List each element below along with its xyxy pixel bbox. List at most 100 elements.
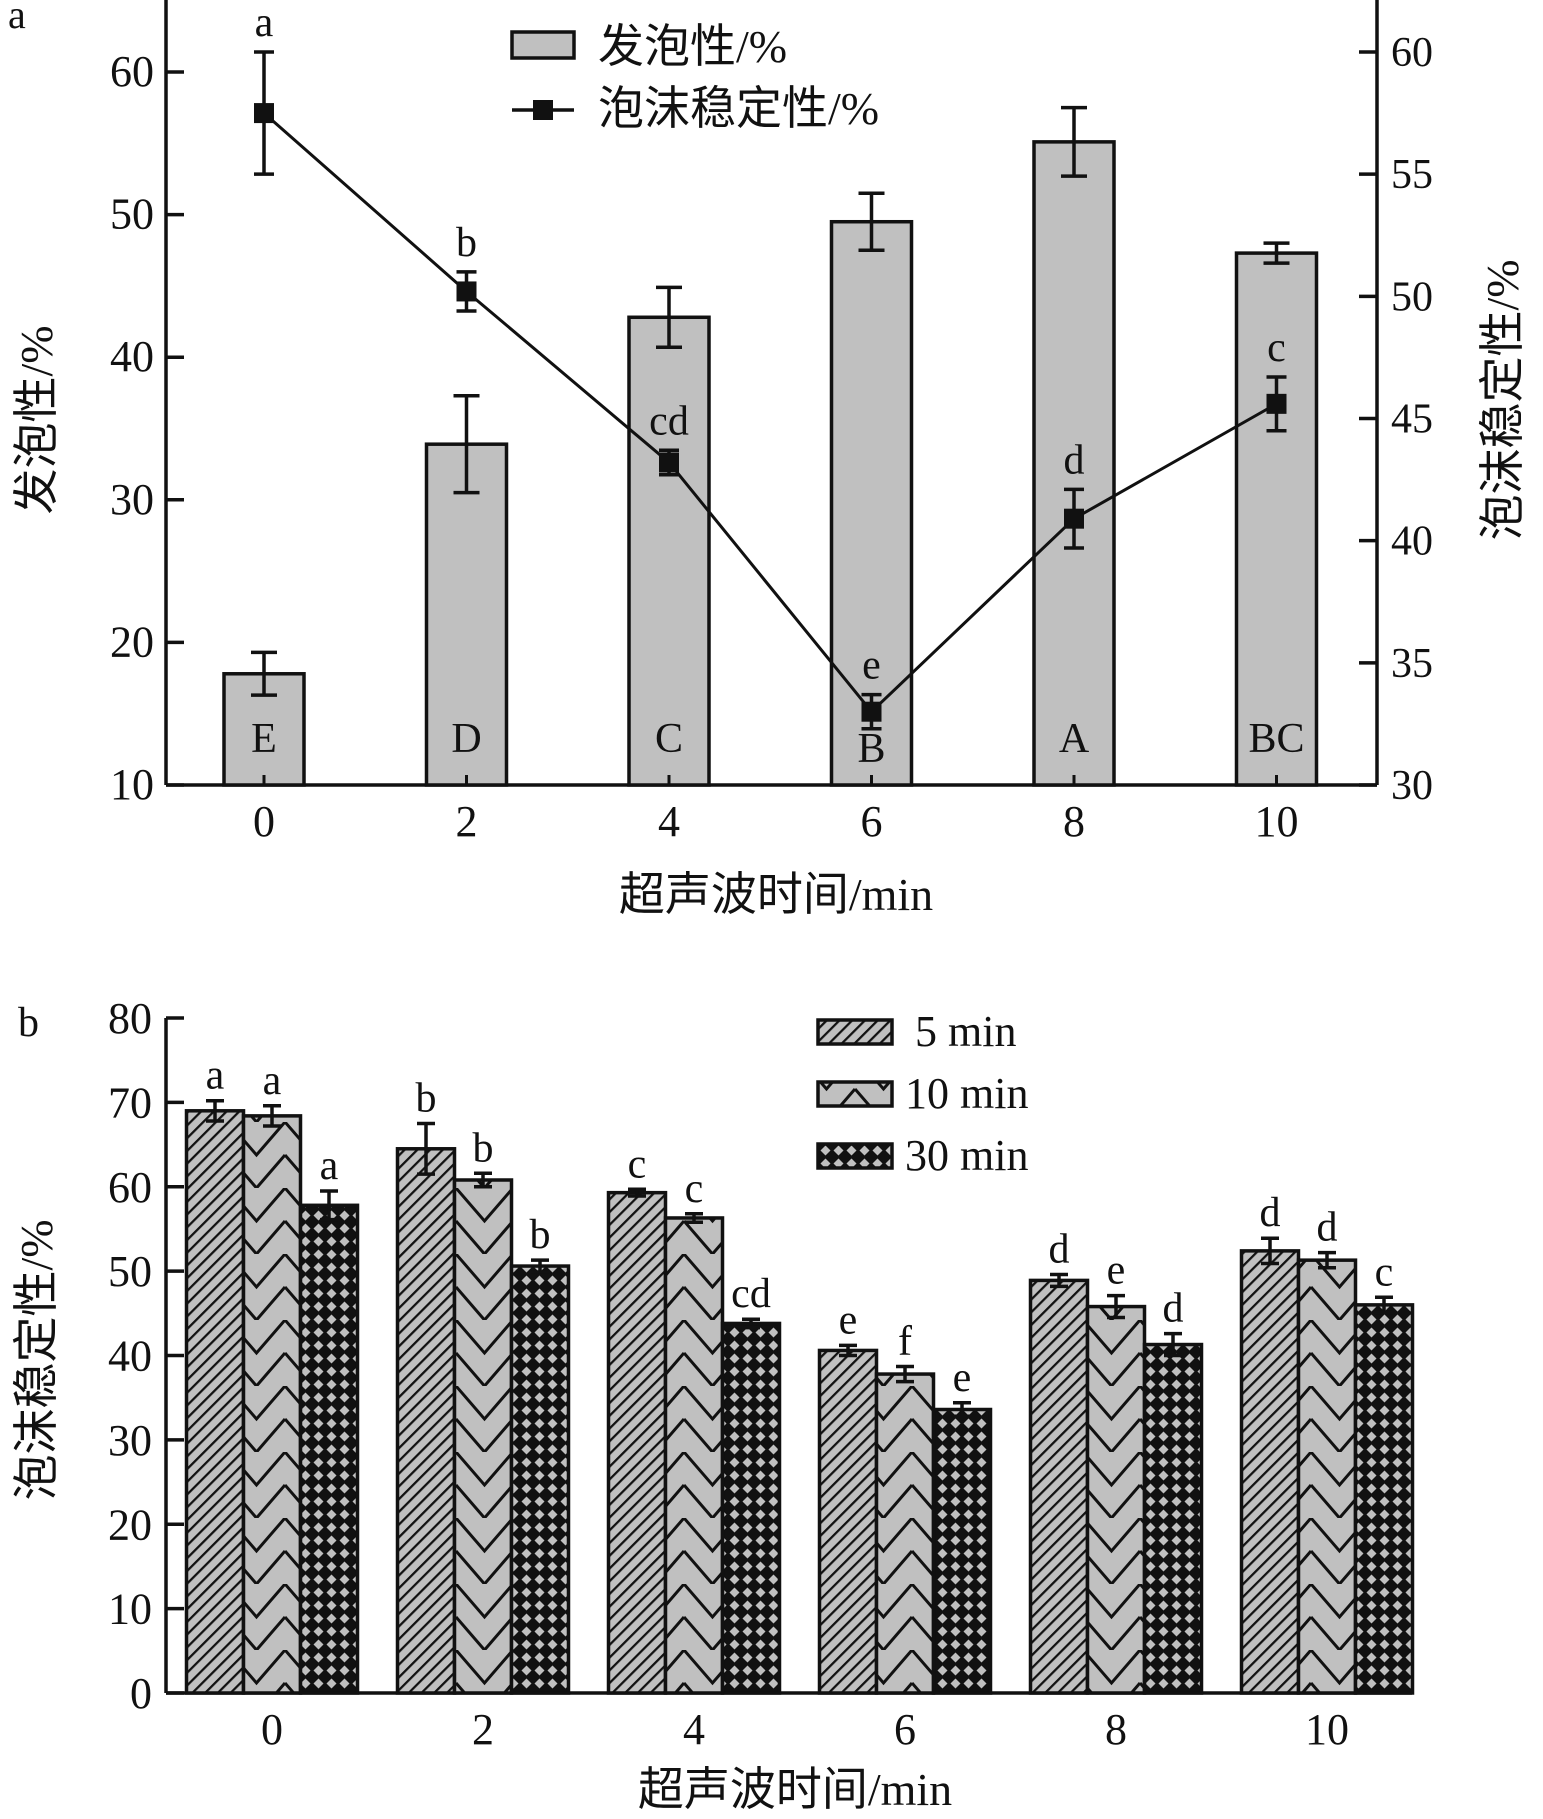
- x-tick-label: 0: [253, 797, 275, 846]
- panel-a: a 10 20 30 40 50 60 30 35 40 45 50 55 60 0 E 2 D 4 C 6 B 8 A 10 B…: [8, 0, 1528, 920]
- significance-label: e: [839, 1297, 858, 1343]
- x-axis-title: 超声波时间/min: [638, 1764, 952, 1815]
- right-tick-label: 40: [1391, 519, 1433, 565]
- significance-label-stability: a: [255, 0, 274, 46]
- right-tick-label: 55: [1391, 152, 1433, 198]
- bar-foaming: [1032, 140, 1116, 787]
- x-tick-label: 2: [472, 1705, 494, 1754]
- marker-stability: [1266, 393, 1287, 414]
- legend-label: 10 min: [905, 1069, 1028, 1118]
- left-tick-label: 40: [110, 332, 154, 381]
- bar-30min: [1142, 1342, 1204, 1695]
- bar-5min: [184, 1109, 246, 1695]
- bar-5min: [395, 1147, 457, 1695]
- marker-stability: [254, 103, 274, 124]
- bar-foaming: [424, 442, 509, 787]
- significance-label: d: [1049, 1227, 1070, 1273]
- x-tick-label: 4: [658, 797, 680, 846]
- legend-marker-stability: [533, 100, 553, 120]
- bar-30min: [1353, 1303, 1415, 1695]
- significance-label: a: [320, 1143, 339, 1189]
- x-tick-label: 10: [1305, 1705, 1349, 1754]
- line-foam-stability: [263, 111, 1278, 714]
- significance-label-stability: e: [862, 643, 881, 689]
- significance-label: cd: [731, 1271, 771, 1317]
- left-tick-label: 50: [110, 190, 154, 239]
- marker-stability: [1064, 508, 1084, 529]
- marker-stability: [456, 281, 477, 302]
- significance-label: b: [530, 1212, 551, 1258]
- x-tick-label: 8: [1105, 1705, 1127, 1754]
- significance-label: b: [416, 1075, 437, 1121]
- bar-10min: [1085, 1304, 1147, 1695]
- significance-label-foaming: D: [451, 716, 481, 762]
- significance-label: d: [1317, 1205, 1338, 1251]
- legend-swatch: [816, 1142, 894, 1170]
- x-tick-label: 4: [683, 1705, 705, 1754]
- bar-30min: [720, 1321, 782, 1695]
- legend-label: 5 min: [915, 1007, 1016, 1056]
- bar-foaming: [627, 315, 711, 787]
- y-tick-label: 40: [108, 1332, 152, 1381]
- y2-axis-title: 泡沫稳定性/%: [1477, 259, 1528, 540]
- significance-label-stability: b: [456, 220, 477, 266]
- legend-label-stability: 泡沫稳定性/%: [598, 83, 879, 134]
- legend-label-foaming: 发泡性/%: [598, 21, 787, 72]
- marker-stability: [861, 701, 882, 722]
- significance-label: f: [898, 1318, 912, 1364]
- significance-label: c: [685, 1166, 704, 1212]
- right-tick-label: 50: [1391, 274, 1433, 320]
- bar-10min: [1296, 1258, 1358, 1695]
- bar-5min: [606, 1190, 668, 1695]
- significance-label-foaming: E: [251, 716, 277, 762]
- left-tick-label: 10: [110, 760, 154, 809]
- significance-label: d: [1260, 1190, 1281, 1236]
- bar-5min: [817, 1348, 879, 1695]
- x-tick-label: 0: [261, 1705, 283, 1754]
- bar-5min: [1239, 1249, 1301, 1695]
- panel-label-a: a: [8, 0, 26, 37]
- significance-label-foaming: BC: [1248, 716, 1304, 762]
- bar-30min: [509, 1264, 571, 1695]
- bar-30min: [931, 1407, 993, 1695]
- y-tick-label: 20: [108, 1500, 152, 1549]
- bar-30min: [298, 1203, 360, 1695]
- x-tick-label: 6: [894, 1705, 916, 1754]
- left-tick-label: 20: [110, 617, 154, 666]
- y-tick-label: 10: [108, 1585, 152, 1634]
- significance-label-foaming: A: [1059, 716, 1090, 762]
- panel-label-b: b: [18, 1000, 39, 1046]
- marker-stability: [659, 452, 679, 473]
- legend-swatch: [816, 1080, 894, 1108]
- legend-swatch-foaming: [510, 30, 576, 60]
- y-tick-label: 80: [108, 994, 152, 1043]
- y-tick-label: 0: [130, 1669, 152, 1718]
- significance-label: a: [263, 1058, 282, 1104]
- significance-label: d: [1163, 1286, 1184, 1332]
- significance-label: c: [628, 1141, 647, 1187]
- bar-10min: [241, 1114, 303, 1695]
- significance-label: e: [953, 1355, 972, 1401]
- left-tick-label: 30: [110, 475, 154, 524]
- bar-10min: [452, 1178, 514, 1695]
- right-tick-label: 45: [1391, 397, 1433, 443]
- y-tick-label: 60: [108, 1163, 152, 1212]
- significance-label-foaming: B: [857, 726, 885, 772]
- bar-5min: [1028, 1278, 1090, 1695]
- x-axis-title: 超声波时间/min: [619, 869, 933, 920]
- significance-label-foaming: C: [655, 716, 683, 762]
- significance-label: b: [473, 1125, 494, 1171]
- right-tick-label: 60: [1391, 30, 1433, 76]
- y-axis-title: 泡沫稳定性/%: [11, 1219, 62, 1500]
- significance-label-stability: d: [1064, 437, 1085, 483]
- significance-label-stability: cd: [649, 398, 689, 444]
- legend-label: 30 min: [905, 1131, 1028, 1180]
- right-tick-label: 30: [1391, 763, 1433, 809]
- y-tick-label: 70: [108, 1078, 152, 1127]
- x-tick-label: 2: [456, 797, 478, 846]
- significance-label-stability: c: [1267, 325, 1286, 371]
- bar-10min: [874, 1372, 936, 1695]
- x-tick-label: 6: [861, 797, 883, 846]
